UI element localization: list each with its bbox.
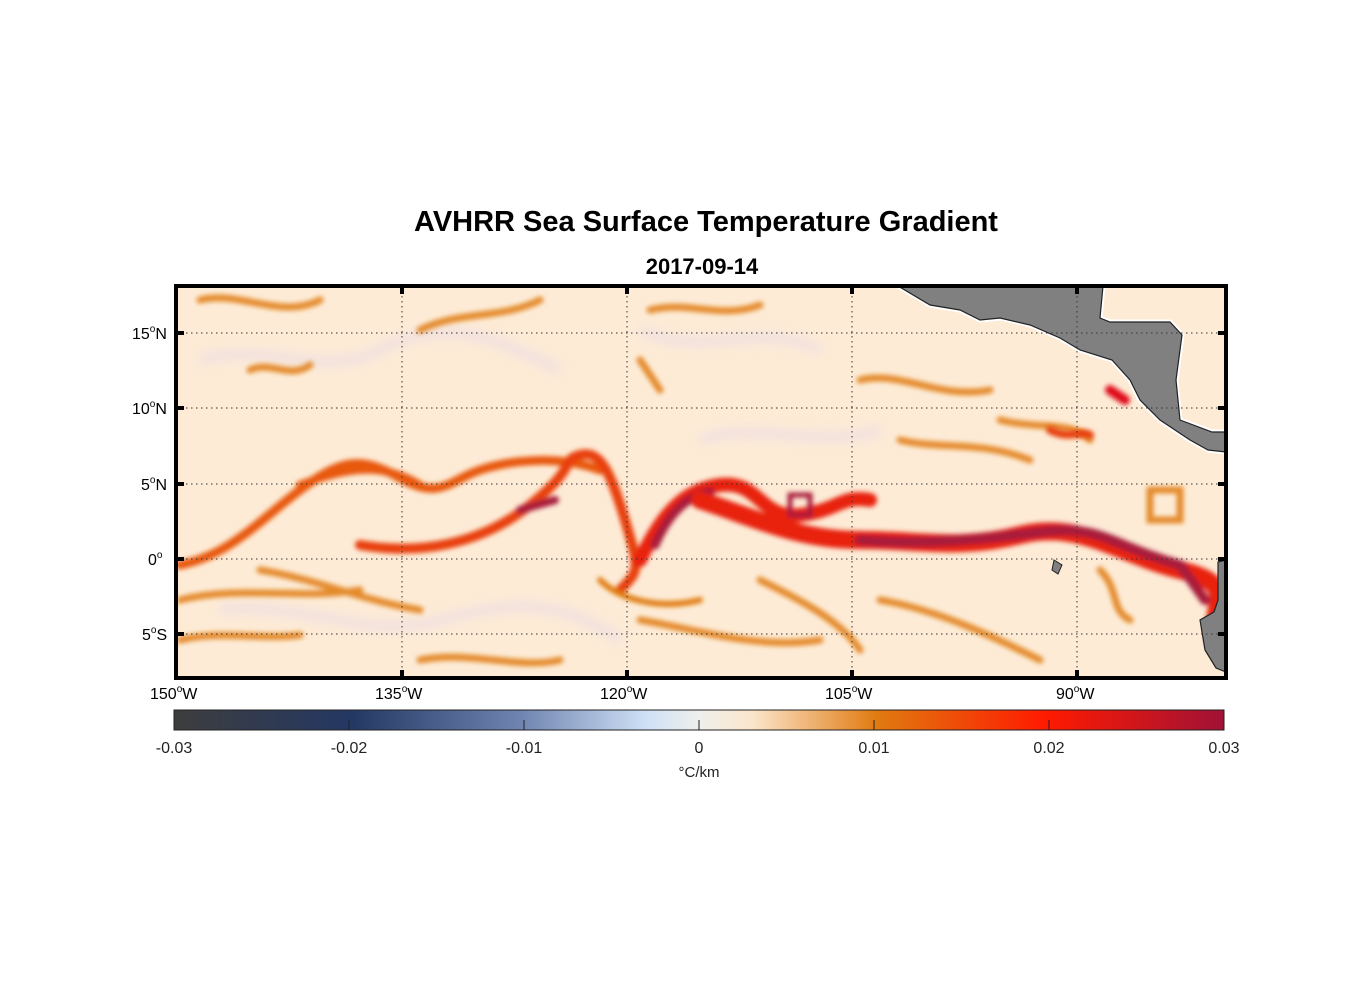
lat-tick-10n: 10oN [132,399,167,418]
lon-tick-150w: 150oW [150,684,198,703]
chart-subtitle: 2017-09-14 [645,254,759,279]
galapagos-land [1051,559,1063,575]
lat-tick-5n: 5oN [141,475,168,494]
lat-tick-15n: 15oN [132,324,167,343]
colorbar-tick: 0.02 [1033,740,1065,757]
chart-title: AVHRR Sea Surface Temperature Gradient [414,206,998,238]
colorbar-tick: 0.01 [858,740,890,757]
lon-tick-120w: 120oW [600,684,648,703]
gridlines [176,286,1226,678]
gradient-field [176,286,1226,678]
lat-tick-0: 0o [148,550,163,569]
colorbar-tick: -0.02 [330,740,368,757]
colorbar-units-label: °C/km [678,764,720,781]
colorbar-tick: -0.03 [155,740,193,757]
colorbar-tick: 0 [694,740,704,757]
lon-tick-90w: 90oW [1056,684,1095,703]
lon-tick-135w: 135oW [375,684,423,703]
lon-tick-105w: 105oW [825,684,873,703]
south-america-land [1199,559,1226,673]
lat-tick-5s: 5oS [142,625,168,644]
colorbar-tick: 0.03 [1208,740,1240,757]
colorbar-tick: -0.01 [505,740,543,757]
